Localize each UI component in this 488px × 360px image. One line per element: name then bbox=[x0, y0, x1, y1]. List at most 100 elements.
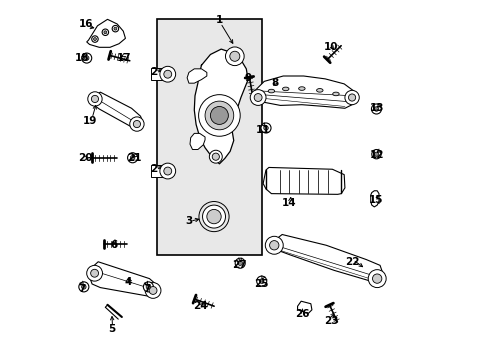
Circle shape bbox=[374, 152, 378, 156]
Circle shape bbox=[112, 26, 119, 32]
Text: 2: 2 bbox=[150, 164, 158, 174]
Text: 15: 15 bbox=[368, 195, 383, 205]
Circle shape bbox=[84, 56, 89, 60]
Text: 16: 16 bbox=[78, 19, 93, 29]
Circle shape bbox=[206, 210, 221, 224]
Circle shape bbox=[235, 258, 244, 268]
Polygon shape bbox=[150, 165, 164, 177]
Polygon shape bbox=[194, 49, 247, 164]
Circle shape bbox=[209, 150, 222, 163]
Text: 22: 22 bbox=[344, 257, 359, 267]
Ellipse shape bbox=[267, 89, 274, 93]
Circle shape bbox=[93, 37, 96, 41]
Circle shape bbox=[160, 66, 175, 82]
Circle shape bbox=[259, 279, 264, 283]
Circle shape bbox=[160, 163, 175, 179]
Text: 26: 26 bbox=[294, 310, 308, 319]
Circle shape bbox=[263, 126, 268, 130]
Circle shape bbox=[204, 101, 233, 130]
Circle shape bbox=[163, 70, 171, 78]
Circle shape bbox=[102, 29, 108, 36]
Text: 21: 21 bbox=[126, 153, 141, 163]
Ellipse shape bbox=[332, 92, 339, 96]
Circle shape bbox=[129, 117, 144, 131]
Text: 23: 23 bbox=[324, 316, 338, 325]
Text: 25: 25 bbox=[254, 279, 268, 289]
Polygon shape bbox=[297, 301, 311, 314]
Text: 5: 5 bbox=[108, 324, 115, 334]
Circle shape bbox=[344, 90, 359, 105]
Polygon shape bbox=[370, 191, 378, 207]
Circle shape bbox=[79, 282, 89, 292]
Text: 18: 18 bbox=[75, 53, 89, 63]
Ellipse shape bbox=[316, 89, 323, 92]
Circle shape bbox=[90, 269, 99, 277]
Circle shape bbox=[143, 282, 153, 292]
Circle shape bbox=[250, 90, 265, 105]
Ellipse shape bbox=[298, 87, 305, 90]
Polygon shape bbox=[150, 68, 164, 80]
Circle shape bbox=[86, 265, 102, 281]
Text: 17: 17 bbox=[116, 53, 131, 63]
Circle shape bbox=[91, 95, 99, 103]
Polygon shape bbox=[254, 76, 356, 108]
Text: 8: 8 bbox=[271, 78, 278, 88]
Circle shape bbox=[88, 92, 102, 106]
Circle shape bbox=[238, 261, 242, 265]
Text: 2: 2 bbox=[150, 67, 158, 77]
Text: 10: 10 bbox=[323, 42, 337, 52]
Bar bbox=[156, 19, 262, 255]
Polygon shape bbox=[88, 92, 143, 130]
Circle shape bbox=[269, 240, 278, 250]
Circle shape bbox=[163, 167, 171, 175]
Polygon shape bbox=[190, 134, 204, 149]
Circle shape bbox=[371, 104, 381, 114]
Polygon shape bbox=[86, 19, 125, 47]
Circle shape bbox=[225, 47, 244, 66]
Polygon shape bbox=[88, 262, 158, 297]
Circle shape bbox=[133, 121, 140, 128]
Circle shape bbox=[373, 107, 378, 111]
Circle shape bbox=[265, 236, 283, 254]
Text: 14: 14 bbox=[282, 198, 296, 208]
Circle shape bbox=[367, 270, 386, 288]
Text: 12: 12 bbox=[369, 150, 384, 160]
Circle shape bbox=[127, 153, 137, 163]
Text: 9: 9 bbox=[244, 73, 251, 83]
Circle shape bbox=[130, 156, 135, 160]
Text: 6: 6 bbox=[110, 239, 117, 249]
Circle shape bbox=[202, 205, 225, 228]
Circle shape bbox=[149, 287, 157, 294]
Circle shape bbox=[210, 107, 228, 125]
Circle shape bbox=[146, 285, 150, 289]
Text: 20: 20 bbox=[78, 153, 92, 163]
Text: 24: 24 bbox=[193, 301, 207, 311]
Circle shape bbox=[261, 123, 270, 133]
Circle shape bbox=[103, 31, 106, 34]
Text: 4: 4 bbox=[124, 277, 131, 287]
Circle shape bbox=[81, 53, 92, 63]
Polygon shape bbox=[263, 167, 344, 194]
Text: 7: 7 bbox=[143, 284, 150, 294]
Circle shape bbox=[198, 95, 240, 136]
Text: 27: 27 bbox=[232, 260, 246, 270]
Circle shape bbox=[372, 274, 381, 283]
Circle shape bbox=[145, 283, 161, 298]
Circle shape bbox=[229, 51, 239, 61]
Polygon shape bbox=[270, 234, 382, 285]
Circle shape bbox=[212, 153, 219, 160]
Polygon shape bbox=[187, 69, 206, 83]
Circle shape bbox=[348, 94, 355, 101]
Circle shape bbox=[92, 36, 98, 42]
Text: 3: 3 bbox=[185, 216, 192, 226]
Circle shape bbox=[371, 149, 380, 159]
Circle shape bbox=[256, 276, 266, 286]
Circle shape bbox=[114, 27, 117, 30]
Text: 7: 7 bbox=[79, 284, 86, 294]
Text: 1: 1 bbox=[215, 15, 223, 26]
Text: 19: 19 bbox=[83, 116, 97, 126]
Ellipse shape bbox=[282, 87, 288, 91]
Text: 11: 11 bbox=[256, 125, 270, 135]
Text: 13: 13 bbox=[369, 103, 384, 113]
Circle shape bbox=[254, 94, 262, 102]
